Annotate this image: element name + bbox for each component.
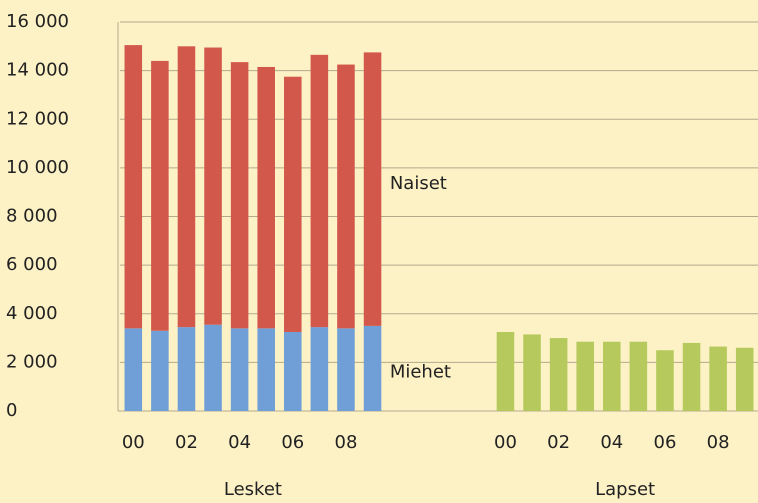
bar	[735, 347, 754, 411]
y-tick-label: 6 000	[6, 254, 58, 275]
x-tick-label: 08	[707, 432, 730, 453]
bar	[124, 45, 143, 329]
y-tick-label: 2 000	[6, 351, 58, 372]
bar	[363, 325, 382, 411]
x-tick-label: 04	[228, 432, 251, 453]
bar	[257, 328, 275, 411]
x-tick-label: 00	[122, 432, 145, 453]
bar	[337, 328, 355, 411]
x-tick-label: 06	[654, 432, 677, 453]
x-tick-label: 06	[281, 432, 304, 453]
x-tick-label: 00	[494, 432, 517, 453]
bar	[603, 341, 621, 411]
bar	[310, 327, 329, 411]
bar	[177, 327, 196, 411]
bar	[284, 331, 302, 411]
bar	[337, 64, 355, 329]
bar	[363, 52, 382, 326]
series-label: Miehet	[390, 361, 451, 382]
bar	[124, 328, 143, 411]
y-tick-label: 14 000	[6, 60, 69, 81]
bar	[709, 346, 727, 411]
y-tick-label: 10 000	[6, 157, 69, 178]
bar	[549, 338, 568, 411]
y-tick-label: 16 000	[6, 11, 69, 32]
y-tick-label: 4 000	[6, 303, 58, 324]
y-tick-label: 12 000	[6, 108, 69, 129]
bar	[204, 324, 222, 411]
group-label: Lesket	[224, 479, 282, 500]
bar	[177, 46, 196, 328]
bar	[151, 60, 169, 331]
bar	[523, 334, 541, 411]
series-label: Naiset	[390, 173, 447, 194]
bar	[230, 328, 249, 411]
group-label: Lapset	[595, 479, 655, 500]
bar	[576, 341, 594, 411]
bar	[204, 47, 222, 325]
bar	[496, 331, 515, 411]
y-tick-label: 8 000	[6, 206, 58, 227]
bar	[230, 62, 249, 329]
x-tick-label: 04	[600, 432, 623, 453]
bar	[656, 350, 674, 411]
y-tick-label: 0	[6, 400, 17, 421]
bar	[682, 342, 701, 411]
bar	[257, 66, 275, 329]
x-tick-label: 02	[175, 432, 198, 453]
bar	[284, 76, 302, 332]
bar	[629, 341, 648, 411]
bar	[310, 54, 329, 328]
bar	[151, 330, 169, 411]
x-tick-label: 02	[547, 432, 570, 453]
x-tick-label: 08	[335, 432, 358, 453]
